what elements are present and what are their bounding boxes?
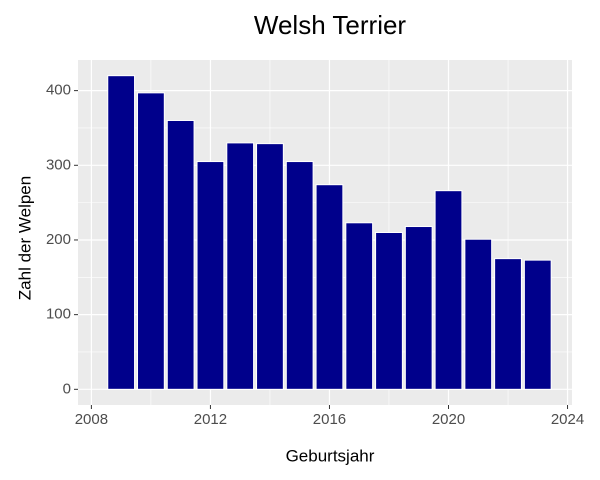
bar bbox=[494, 258, 522, 390]
bar bbox=[345, 222, 374, 390]
bar bbox=[434, 190, 463, 390]
bar bbox=[315, 184, 344, 390]
x-tick-label: 2024 bbox=[551, 411, 584, 428]
x-axis-title: Geburtsjahr bbox=[286, 446, 375, 465]
bar bbox=[137, 92, 165, 390]
y-tick-label: 0 bbox=[63, 380, 71, 397]
x-tick-label: 2012 bbox=[194, 411, 227, 428]
x-tick-label: 2008 bbox=[75, 411, 108, 428]
x-tick-label: 2020 bbox=[432, 411, 465, 428]
bar bbox=[196, 161, 225, 390]
bar bbox=[404, 226, 433, 390]
bar bbox=[226, 142, 255, 390]
bar bbox=[166, 119, 195, 390]
y-tick-label: 400 bbox=[46, 82, 71, 99]
y-tick-label: 200 bbox=[46, 231, 71, 248]
y-tick-label: 300 bbox=[46, 156, 71, 173]
bar bbox=[107, 75, 136, 390]
y-tick-label: 100 bbox=[46, 306, 71, 323]
y-axis-title: Zahl der Welpen bbox=[15, 176, 34, 300]
chart-title: Welsh Terrier bbox=[254, 10, 407, 40]
bar bbox=[285, 161, 314, 390]
bar bbox=[375, 232, 403, 390]
bar bbox=[464, 238, 493, 390]
x-tick-label: 2016 bbox=[313, 411, 346, 428]
bar bbox=[256, 143, 284, 390]
bar bbox=[523, 259, 552, 390]
